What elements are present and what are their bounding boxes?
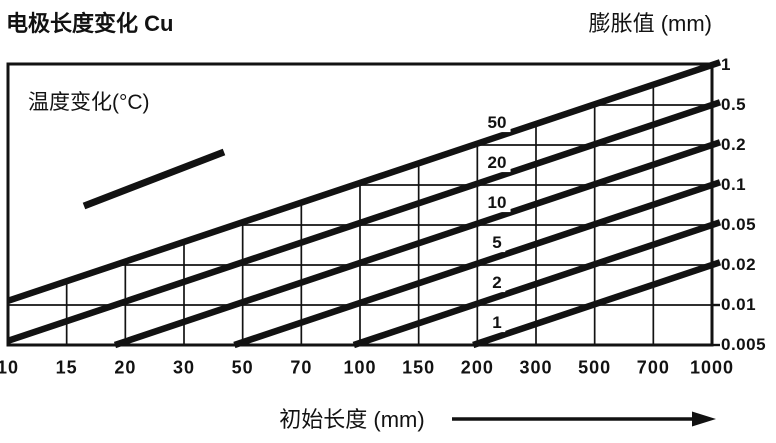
x-tick-label: 70 <box>290 357 313 378</box>
iso-line <box>472 259 722 349</box>
iso-line-label: 10 <box>483 194 511 212</box>
x-tick-label: 700 <box>636 357 670 378</box>
x-tick-label: 30 <box>172 357 196 378</box>
x-axis-arrow-head <box>692 411 716 427</box>
y-tick-label: 0.005 <box>721 335 767 354</box>
x-tick-label: 300 <box>519 357 553 378</box>
iso-line <box>6 59 722 304</box>
iso-line <box>233 179 722 349</box>
y-tick-label: 0.02 <box>721 255 757 274</box>
iso-line <box>6 99 722 344</box>
plot-frame <box>6 62 714 347</box>
x-tick-label: 1000 <box>689 357 735 378</box>
y-tick-label: 1 <box>721 55 731 74</box>
slope-reference-segment <box>82 148 226 210</box>
iso-line-label: 20 <box>483 154 511 172</box>
iso-line-label: 5 <box>488 234 506 252</box>
iso-line-label: 2 <box>488 274 506 292</box>
y-tick-label: 0.5 <box>721 95 747 114</box>
x-axis-title: 初始长度 (mm) <box>279 407 425 432</box>
x-tick-label: 20 <box>114 357 137 378</box>
x-tick-label: 100 <box>343 357 377 378</box>
x-tick-label: 150 <box>402 357 436 378</box>
x-tick-label: 500 <box>578 357 612 378</box>
y-tick-label: 0.1 <box>721 175 747 194</box>
x-tick-label: 10 <box>0 357 20 378</box>
x-tick-label: 200 <box>460 357 494 378</box>
iso-line-label: 1 <box>488 314 506 332</box>
y-tick-label: 0.05 <box>721 215 757 234</box>
y-tick-label: 0.01 <box>721 295 757 314</box>
x-tick-label: 15 <box>55 357 78 378</box>
iso-lines <box>6 59 722 349</box>
y-tick-label: 0.2 <box>721 135 747 154</box>
iso-line-label: 50 <box>483 114 511 132</box>
iso-line <box>113 139 722 349</box>
x-tick-label: 50 <box>231 357 254 378</box>
chart-title: 电极长度变化 Cu <box>6 11 174 36</box>
iso-line <box>352 219 722 349</box>
parameter-label: 温度变化(°C) <box>28 91 150 114</box>
right-axis-title: 膨胀值 (mm) <box>588 11 712 36</box>
